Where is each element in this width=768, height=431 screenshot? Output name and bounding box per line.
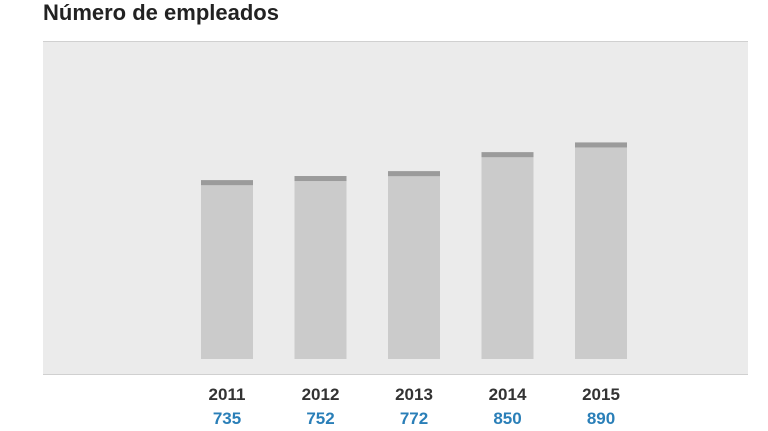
- value-label-2014: 850: [493, 409, 521, 428]
- bar-2013: [388, 171, 440, 359]
- category-label-2012: 2012: [302, 385, 340, 404]
- bar-2012: [294, 176, 347, 359]
- value-label-2012: 752: [306, 409, 334, 428]
- value-label-2011: 735: [213, 409, 241, 428]
- bar-cap-2012: [294, 176, 347, 182]
- category-label-2011: 2011: [209, 385, 246, 404]
- category-label-2013: 2013: [395, 385, 433, 404]
- category-label-2015: 2015: [582, 385, 620, 404]
- chart-title: Número de empleados: [43, 0, 279, 25]
- bar-2014: [481, 152, 534, 359]
- bar-2011: [201, 180, 253, 359]
- bar-cap-2014: [481, 152, 534, 158]
- value-label-2015: 890: [587, 409, 615, 428]
- bar-cap-2011: [201, 180, 253, 186]
- category-label-2014: 2014: [489, 385, 527, 404]
- bar-cap-2013: [388, 171, 440, 177]
- bar-2015: [575, 142, 627, 359]
- bar-cap-2015: [575, 142, 627, 148]
- value-label-2013: 772: [400, 409, 428, 428]
